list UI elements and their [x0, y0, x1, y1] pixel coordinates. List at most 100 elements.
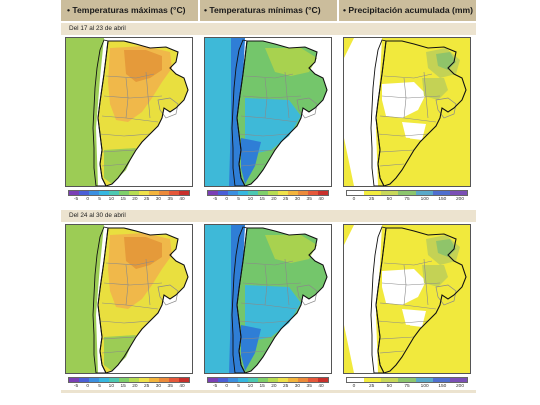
legend-tick-label: 200	[455, 197, 465, 202]
legend-swatch	[248, 378, 258, 382]
legend-swatch	[149, 191, 159, 195]
province-boundary	[379, 336, 415, 340]
province-boundary	[244, 73, 294, 79]
legend-swatch	[99, 191, 109, 195]
precip-map-week-1[interactable]	[343, 37, 471, 187]
legend-tick-label: 5	[98, 197, 101, 202]
province-boundary	[379, 350, 405, 354]
province-boundary	[242, 282, 302, 286]
header-tmin: • Temperaturas mínimas (°C)	[204, 5, 321, 15]
legend-swatch	[179, 378, 189, 382]
map-color-field	[265, 48, 317, 76]
legend-tick-label: 0	[86, 197, 90, 202]
legend-ticks: -5 0 5 10 15 20 25 30 35 40	[68, 197, 190, 205]
province-boundary	[240, 350, 266, 354]
legend-tick-label: 5	[98, 384, 101, 389]
legend-tick-label: 25	[143, 197, 150, 202]
legend-swatch	[248, 191, 258, 195]
province-boundary	[381, 95, 441, 99]
map-color-field	[384, 323, 410, 363]
uruguay-outline	[435, 97, 457, 119]
map-color-field	[104, 148, 136, 184]
legend-swatch	[381, 191, 399, 195]
province-boundary	[403, 264, 407, 306]
province-boundary	[103, 282, 163, 286]
legend-tick-label: 25	[282, 197, 289, 202]
legend-tick-label: 30	[294, 197, 301, 202]
legend-swatch	[228, 191, 238, 195]
legend-swatch	[218, 378, 228, 382]
legend-tick-label: 10	[247, 384, 253, 389]
province-boundary	[238, 133, 290, 137]
legend-color-bar	[207, 377, 329, 383]
legend-swatch	[79, 191, 89, 195]
temperature-legend: -5 0 5 10 15 20 25 30 35 40	[207, 377, 329, 393]
legend-swatch	[169, 378, 179, 382]
legend-swatch	[179, 191, 189, 195]
map-color-field	[241, 138, 261, 184]
legend-swatch	[139, 191, 149, 195]
legend-tick-label: 10	[247, 197, 253, 202]
legend-tick-label: 40	[318, 197, 324, 202]
legend-ticks: -5 0 5 10 15 20 25 30 35 40	[207, 197, 329, 205]
header-precip: • Precipitación acumulada (mm)	[343, 5, 474, 15]
legend-swatch	[318, 378, 328, 382]
country-outline	[97, 227, 189, 373]
legend-swatch	[432, 191, 450, 195]
legend-swatch	[69, 191, 79, 195]
tmin-map-week-2[interactable]	[204, 224, 332, 374]
legend-swatch	[318, 191, 328, 195]
tmax-map-week-2[interactable]	[65, 224, 193, 374]
legend-swatch	[298, 378, 308, 382]
legend-tick-label: 150	[438, 197, 447, 202]
province-boundary	[383, 73, 433, 79]
country-outline	[375, 40, 467, 186]
legend-tick-label: 0	[352, 384, 356, 389]
legend-swatch	[258, 191, 268, 195]
province-boundary	[145, 258, 151, 306]
legend-swatch	[69, 378, 79, 382]
map-svg	[344, 38, 470, 186]
map-color-field	[66, 225, 104, 373]
province-boundary	[423, 258, 429, 306]
legend-swatch	[99, 378, 109, 382]
legend-swatch	[149, 378, 159, 382]
legend-swatch	[364, 378, 382, 382]
tmin-map-week-1[interactable]	[204, 37, 332, 187]
header-tmax: • Temperaturas máximas (°C)	[67, 5, 186, 15]
temperature-legend: -5 0 5 10 15 20 25 30 35 40	[207, 190, 329, 206]
uruguay-outline	[157, 284, 179, 306]
legend-swatch	[218, 191, 228, 195]
legend-swatch	[109, 378, 119, 382]
map-color-field	[245, 285, 301, 341]
precipitation-legend: 0 25 50 75 100 150 200	[346, 377, 468, 393]
precip-map-week-2[interactable]	[343, 224, 471, 374]
legend-swatch	[308, 378, 318, 382]
legend-color-bar	[68, 377, 190, 383]
legend-swatch	[268, 378, 278, 382]
legend-tick-label: 20	[271, 384, 277, 389]
legend-swatch	[79, 378, 89, 382]
province-boundary	[101, 350, 127, 354]
legend-tick-label: -5	[73, 197, 79, 202]
uruguay-outline	[157, 97, 179, 119]
legend-tick-label: 0	[225, 197, 229, 202]
precipitation-legend: 0 25 50 75 100 150 200	[346, 190, 468, 206]
province-boundary	[99, 320, 151, 324]
legend-tick-label: 10	[108, 384, 114, 389]
province-boundary	[381, 282, 441, 286]
legend-tick-label: 20	[271, 197, 277, 202]
legend-swatch	[398, 191, 416, 195]
map-color-field	[344, 225, 382, 373]
map-color-field	[422, 265, 448, 287]
legend-tick-label: 25	[368, 384, 375, 389]
legend-swatch	[169, 191, 179, 195]
legend-tick-label: 40	[318, 384, 324, 389]
legend-swatch	[129, 191, 139, 195]
legend-swatch	[288, 191, 298, 195]
legend-tick-label: 30	[155, 197, 162, 202]
legend-tick-label: 100	[420, 197, 429, 202]
province-boundary	[101, 336, 137, 340]
legend-swatch	[238, 191, 248, 195]
tmax-map-week-1[interactable]	[65, 37, 193, 187]
